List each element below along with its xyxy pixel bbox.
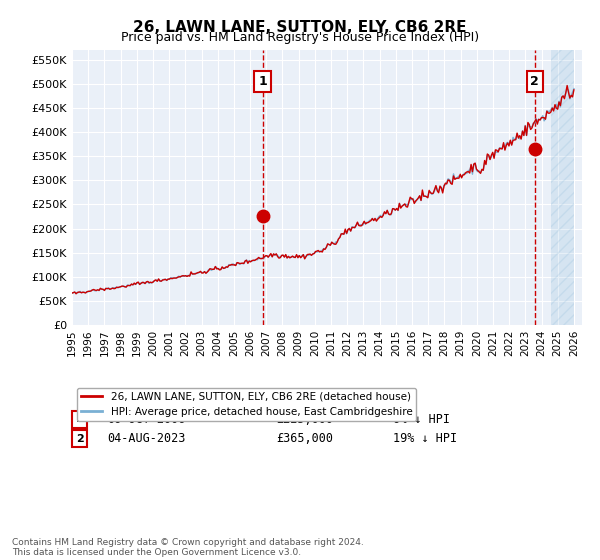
Text: £225,000: £225,000 [276, 413, 333, 426]
Text: 6% ↓ HPI: 6% ↓ HPI [394, 413, 450, 426]
Text: £365,000: £365,000 [276, 432, 333, 445]
Text: 2: 2 [530, 75, 539, 88]
Text: 2: 2 [76, 433, 83, 444]
Text: 26, LAWN LANE, SUTTON, ELY, CB6 2RE: 26, LAWN LANE, SUTTON, ELY, CB6 2RE [133, 20, 467, 35]
Text: Price paid vs. HM Land Registry's House Price Index (HPI): Price paid vs. HM Land Registry's House … [121, 31, 479, 44]
Text: 04-AUG-2023: 04-AUG-2023 [108, 432, 186, 445]
Legend: 26, LAWN LANE, SUTTON, ELY, CB6 2RE (detached house), HPI: Average price, detach: 26, LAWN LANE, SUTTON, ELY, CB6 2RE (det… [77, 388, 416, 421]
Text: 19% ↓ HPI: 19% ↓ HPI [394, 432, 457, 445]
Text: 1: 1 [76, 414, 83, 424]
Text: 1: 1 [258, 75, 267, 88]
Text: Contains HM Land Registry data © Crown copyright and database right 2024.
This d: Contains HM Land Registry data © Crown c… [12, 538, 364, 557]
Text: 06-OCT-2006: 06-OCT-2006 [108, 413, 186, 426]
